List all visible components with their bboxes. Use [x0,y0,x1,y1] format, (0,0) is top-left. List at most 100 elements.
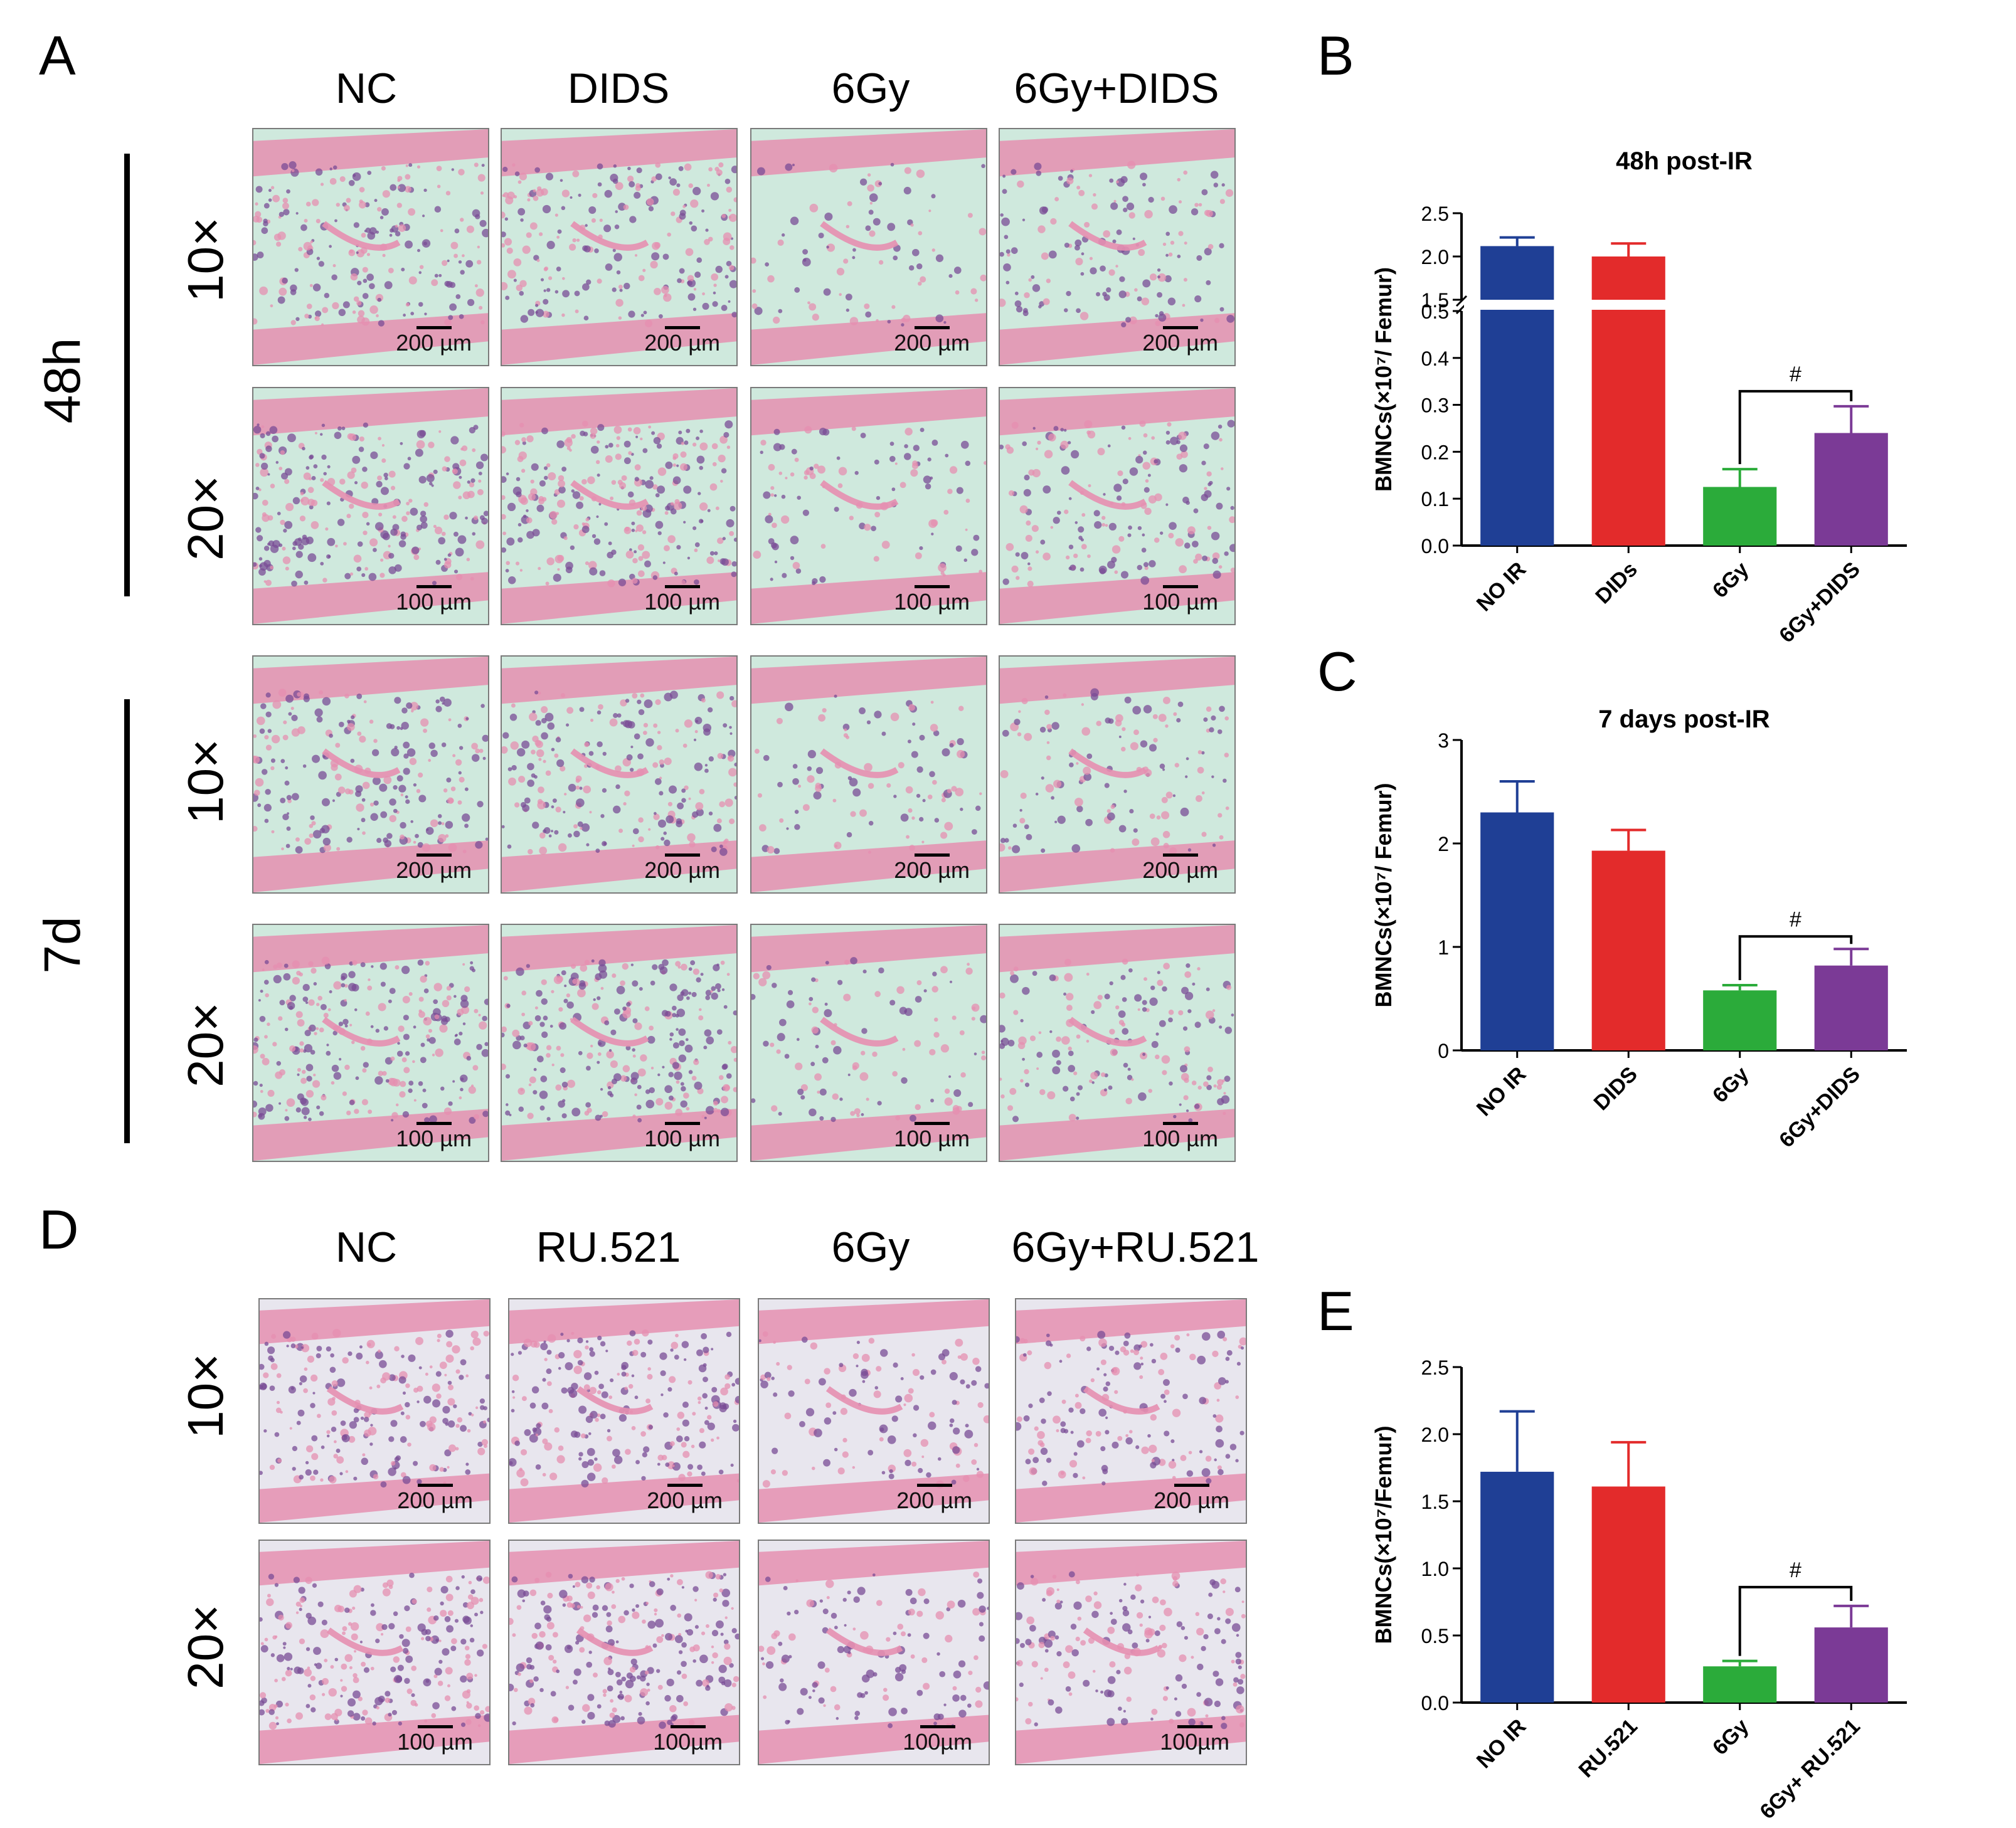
y-tick-label: 1.0 [1421,1558,1449,1580]
y-axis-label: BMNCs(×10⁷/ Femur) [1371,783,1396,1008]
significance-bracket [1738,935,1853,981]
panel-a-micrograph-r1-c1: 200 µm [252,128,489,366]
scale-bar-label: 200 µm [894,326,970,356]
column-header-nc: NC [335,65,398,112]
time-label-7d: 7d [34,916,91,974]
panel-d-micrograph-r2-c1: 100 µm [258,1540,491,1765]
x-tick-label: NO IR [1472,1062,1531,1121]
scale-bar-label: 100µm [653,1725,723,1755]
significance-bracket [1738,389,1853,465]
scale-bar [1162,585,1198,588]
x-tick-label: RU.521 [1574,1714,1642,1782]
scale-bar [920,1725,955,1728]
y-axis-label: BMNCs(×10⁷/Femur) [1371,1426,1396,1644]
chart-e: BMNCs(×10⁷/Femur) 0.0 0.5 1.0 1.5 2.0 2.5 NO IR… [1355,1348,1982,1825]
scale-bar-label: 100 µm [894,585,970,615]
panel-a-micrograph-r3-c1: 200 µm [252,655,489,894]
scale-bar-label: 200 µm [1142,326,1218,356]
time-group-bar-7d [124,699,130,1143]
scale-bar-label: 100 µm [644,585,720,615]
y-tick-label: 1.5 [1421,1491,1449,1513]
scale-bar-label: 100 µm [396,1122,472,1152]
scale-bar [914,326,950,329]
panel-a-micrograph-r4-c3: 100 µm [750,924,987,1162]
bar [1814,1627,1888,1703]
y-tick-label: 3 [1438,729,1449,752]
x-tick-label: 6Gy+DIDS [1775,557,1865,648]
scale-bar [1162,1122,1198,1125]
chart-title: 7 days post-IR [1598,705,1770,733]
scale-bar [914,585,950,588]
scale-bar-label: 100 µm [396,585,472,615]
x-tick-label: NO IR [1472,1714,1531,1773]
scale-bar-label: 200 µm [1142,853,1218,884]
scale-bar-label: 200 µm [396,326,472,356]
significance-label: # [1790,362,1801,386]
bar [1814,965,1888,1050]
bar [1480,246,1554,546]
scale-bar-label: 200 µm [896,1484,972,1514]
mag-label-d-10x: 10× [178,1353,233,1439]
scale-bar [416,326,452,329]
panel-a-micrograph-r2-c1: 100 µm [252,387,489,625]
panel-letter-a: A [39,24,76,87]
bar [1703,487,1777,546]
significance-bracket [1738,1585,1853,1656]
axis-break-gap [1464,300,1909,310]
scale-bar [1162,326,1198,329]
y-tick-label: 2.5 [1421,203,1449,225]
scale-bar-label: 100 µm [397,1725,473,1755]
x-tick-label: 6Gy [1708,1062,1753,1107]
scale-bar [664,853,700,857]
bar [1480,812,1554,1050]
scale-bar [916,1484,952,1487]
y-tick-label: 0.2 [1421,441,1449,463]
scale-bar [914,1122,950,1125]
scale-bar-label: 200 µm [647,1484,723,1514]
scale-bar-label: 200 µm [644,853,720,884]
panel-a-micrograph-r4-c2: 100 µm [501,924,738,1162]
chart-b: 48h post-IR BMNCs(×10⁷/ Femur) 0.0 0.1 0.2 0.… [1355,125,1982,677]
y-tick-label: 0.5 [1421,1625,1449,1647]
scale-bar-label: 100 µm [894,1122,970,1152]
y-tick-label: 2.5 [1421,1356,1449,1379]
scale-bar [664,326,700,329]
scale-bar [670,1725,706,1728]
y-tick-label: 1.5 [1421,289,1449,312]
scale-bar-label: 200 µm [1154,1484,1229,1514]
mag-label-48h-20x: 20× [178,475,233,561]
scale-bar [914,853,950,857]
y-tick-label: 0.5 [1421,300,1449,323]
x-tick-label: NO IR [1472,557,1531,616]
panel-d-micrograph-r2-c2: 100µm [508,1540,740,1765]
scale-bar-label: 100µm [903,1725,972,1755]
panel-d-micrograph-r2-c4: 100µm [1015,1540,1247,1765]
panel-a-micrograph-r2-c4: 100 µm [999,387,1236,625]
column-header-6gy: 6Gy [831,65,910,112]
column-header-dids: DIDS [567,65,670,112]
scale-bar-label: 100 µm [1142,1122,1218,1152]
chart-title: 48h post-IR [1616,147,1753,175]
bar [1591,850,1665,1050]
scale-bar [417,1484,453,1487]
time-group-bar-48h [124,154,130,596]
panel-d-micrograph-r1-c1: 200 µm [258,1298,491,1524]
mag-label-d-20x: 20× [178,1604,233,1689]
scale-bar [667,1484,703,1487]
time-label-48h: 48h [34,337,91,424]
panel-letter-c: C [1317,640,1357,702]
bar [1480,1471,1554,1703]
x-tick-label: 6Gy [1708,1714,1753,1760]
scale-bar-label: 200 µm [644,326,720,356]
x-tick-label: DIDs [1591,557,1642,609]
panel-a-micrograph-r4-c1: 100 µm [252,924,489,1162]
scale-bar-label: 100 µm [1142,585,1218,615]
x-tick-label: DIDS [1589,1062,1642,1115]
panel-a-micrograph-r2-c2: 100 µm [501,387,738,625]
scale-bar [417,1725,453,1728]
x-tick-label: 6Gy [1708,557,1753,603]
scale-bar [416,853,452,857]
scale-bar [664,1122,700,1125]
bar [1703,990,1777,1050]
y-tick-label: 2.0 [1421,246,1449,268]
